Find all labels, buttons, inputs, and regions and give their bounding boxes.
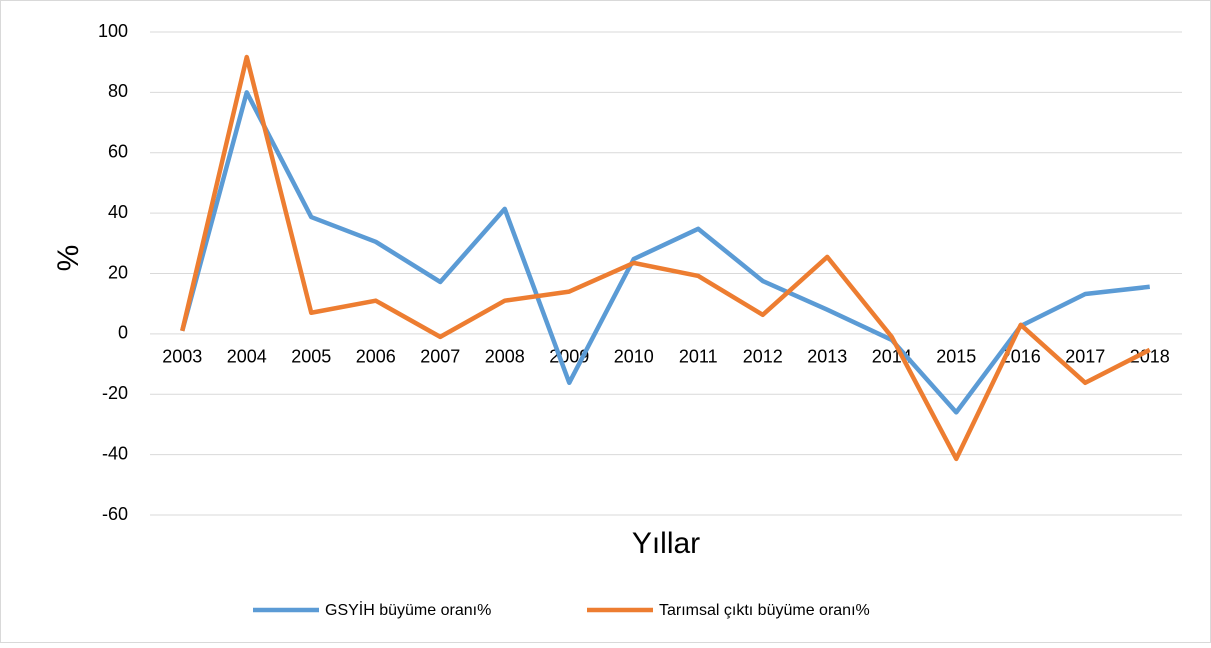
x-tick-label: 2016 (1001, 347, 1041, 367)
y-tick-label: 20 (108, 262, 128, 282)
x-tick-label: 2012 (743, 347, 783, 367)
x-tick-label: 2006 (356, 347, 396, 367)
x-tick-label: 2010 (614, 347, 654, 367)
x-axis-label: Yıllar (632, 527, 700, 560)
y-tick-label: 60 (108, 142, 128, 162)
y-tick-label: 40 (108, 202, 128, 222)
x-tick-label: 2011 (679, 347, 718, 367)
line-series (180, 54, 1151, 462)
y-tick-label: -40 (102, 443, 128, 463)
x-tick-label: 2005 (291, 347, 331, 367)
y-tick-label: -20 (102, 383, 128, 403)
legend-label: Tarımsal çıktı büyüme oranı% (659, 602, 870, 619)
line-series (180, 90, 1151, 415)
y-tick-label: 100 (98, 21, 128, 41)
x-tick-label: 2017 (1065, 347, 1105, 367)
x-tick-label: 2004 (227, 347, 267, 367)
y-tick-label: 80 (108, 81, 128, 101)
x-tick-label: 2018 (1130, 347, 1170, 367)
x-tick-label: 2007 (420, 347, 460, 367)
y-tick-label: 0 (118, 323, 128, 343)
x-tick-label: 2015 (936, 347, 976, 367)
x-tick-label: 2008 (485, 347, 525, 367)
legend-label: GSYİH büyüme oranı% (325, 600, 491, 619)
y-axis-label: % (52, 245, 85, 272)
y-tick-label: -60 (102, 504, 128, 524)
x-tick-label: 2003 (162, 347, 202, 367)
x-tick-label: 2013 (807, 347, 847, 367)
